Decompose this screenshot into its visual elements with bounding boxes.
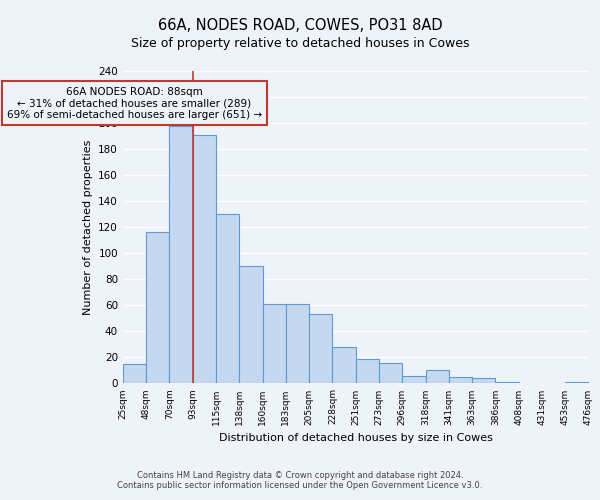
- Bar: [123, 364, 146, 384]
- Bar: [239, 266, 263, 384]
- Bar: [425, 370, 449, 384]
- Bar: [449, 377, 472, 384]
- Bar: [496, 382, 519, 384]
- Bar: [565, 382, 589, 384]
- Bar: [356, 358, 379, 384]
- Bar: [263, 304, 286, 384]
- Bar: [286, 304, 309, 384]
- Text: 66A, NODES ROAD, COWES, PO31 8AD: 66A, NODES ROAD, COWES, PO31 8AD: [158, 18, 442, 32]
- Text: Contains HM Land Registry data © Crown copyright and database right 2024.
Contai: Contains HM Land Registry data © Crown c…: [118, 470, 482, 490]
- Bar: [216, 214, 239, 384]
- Bar: [332, 347, 356, 384]
- Text: 66A NODES ROAD: 88sqm
← 31% of detached houses are smaller (289)
69% of semi-det: 66A NODES ROAD: 88sqm ← 31% of detached …: [7, 86, 262, 120]
- Bar: [169, 126, 193, 384]
- Bar: [146, 232, 169, 384]
- Bar: [193, 135, 216, 384]
- Bar: [472, 378, 496, 384]
- Y-axis label: Number of detached properties: Number of detached properties: [83, 140, 93, 315]
- Bar: [379, 362, 402, 384]
- X-axis label: Distribution of detached houses by size in Cowes: Distribution of detached houses by size …: [219, 433, 493, 443]
- Bar: [309, 314, 332, 384]
- Bar: [402, 376, 425, 384]
- Text: Size of property relative to detached houses in Cowes: Size of property relative to detached ho…: [131, 38, 469, 51]
